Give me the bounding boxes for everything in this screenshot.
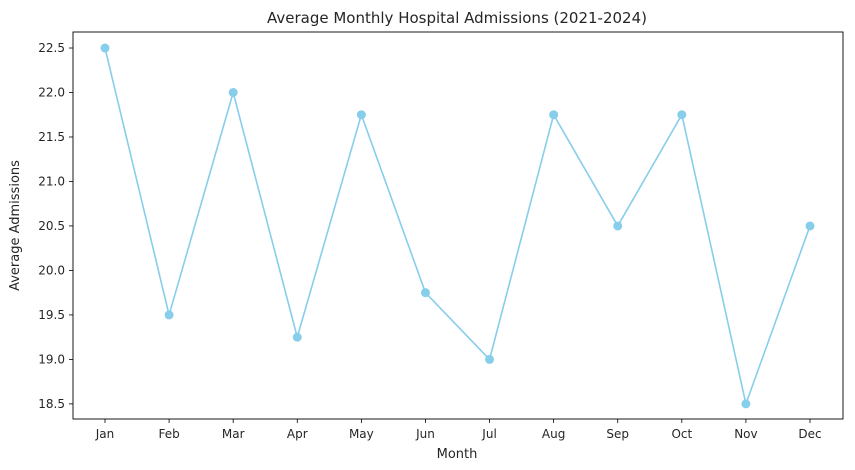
x-axis-label: Month — [437, 447, 478, 462]
y-tick-label: 21.0 — [38, 174, 65, 188]
data-point-dec — [805, 221, 815, 231]
y-tick-label: 21.5 — [38, 130, 65, 144]
y-tick-label: 19.0 — [38, 352, 65, 366]
y-axis: 18.5 19.0 19.5 20.0 20.5 21.0 21.5 22.0 22.5 — [38, 41, 73, 411]
x-tick-label: Sep — [606, 427, 629, 441]
series-layer — [100, 43, 815, 409]
data-point-aug — [549, 110, 559, 120]
x-tick-label: Mar — [222, 427, 245, 441]
chart-title: Average Monthly Hospital Admissions (202… — [267, 9, 647, 27]
y-tick-label: 20.5 — [38, 219, 65, 233]
y-tick-label: 20.0 — [38, 263, 65, 277]
x-tick-label: Jul — [481, 427, 496, 441]
data-point-oct — [677, 110, 687, 120]
data-point-may — [356, 110, 366, 120]
data-point-mar — [228, 87, 238, 97]
data-point-sep — [613, 221, 623, 231]
x-tick-label: May — [349, 427, 374, 441]
x-tick-label: Aug — [542, 427, 565, 441]
x-axis: Jan Feb Mar Apr May Jun Jul Aug Sep Oct Nov Dec — [95, 419, 822, 441]
y-tick-label: 22.5 — [38, 41, 65, 55]
x-tick-label: Apr — [287, 427, 308, 441]
y-axis-label: Average Admissions — [8, 160, 23, 291]
y-tick-label: 19.5 — [38, 308, 65, 322]
x-tick-label: Nov — [734, 427, 757, 441]
x-tick-label: Jun — [415, 427, 435, 441]
x-tick-label: Feb — [158, 427, 179, 441]
data-point-jun — [420, 288, 430, 298]
y-tick-label: 22.0 — [38, 85, 65, 99]
x-tick-label: Jan — [95, 427, 115, 441]
data-point-jul — [485, 354, 495, 364]
data-point-apr — [292, 332, 302, 342]
x-tick-label: Dec — [798, 427, 821, 441]
plot-area-frame — [72, 31, 844, 420]
data-point-jan — [100, 43, 110, 53]
data-point-nov — [741, 399, 751, 409]
data-point-feb — [164, 310, 174, 320]
y-tick-label: 18.5 — [38, 397, 65, 411]
x-tick-label: Oct — [671, 427, 692, 441]
series-line — [104, 47, 811, 405]
